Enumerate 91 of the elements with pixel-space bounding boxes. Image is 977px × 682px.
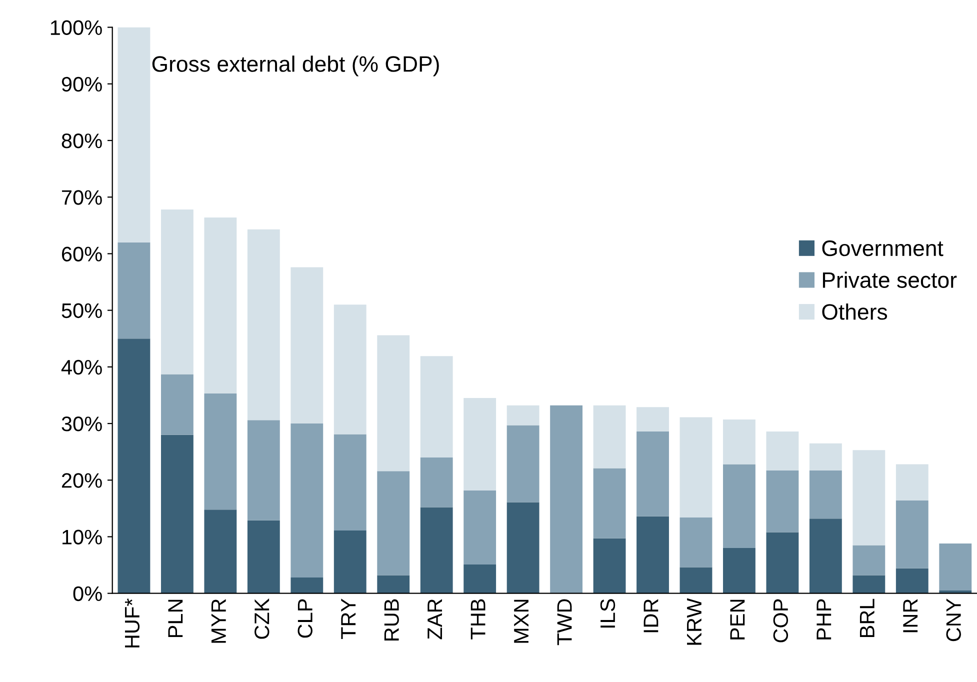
- bar: [290, 577, 324, 594]
- bar: [118, 242, 150, 339]
- bar: [464, 564, 496, 594]
- bar: [290, 424, 324, 578]
- bar: [204, 217, 237, 394]
- bar: [680, 567, 712, 594]
- x-tick-label: MXN: [514, 600, 528, 643]
- y-tick-label: 80%: [62, 133, 102, 148]
- bar: [334, 304, 366, 434]
- bar: [204, 394, 237, 510]
- bar: [464, 398, 496, 490]
- y-tick-label: 10%: [62, 530, 102, 544]
- y-tick-label: 50%: [62, 303, 102, 318]
- x-tick-label: ILS: [600, 599, 616, 628]
- bar: [636, 516, 669, 594]
- x-tick-label: THB: [470, 599, 486, 640]
- bar: [896, 464, 928, 501]
- bar: [852, 545, 886, 576]
- bar: [593, 468, 626, 538]
- legend-label: Private sector: [822, 272, 957, 288]
- y-tick-label: 70%: [62, 190, 102, 205]
- bar: [247, 520, 280, 594]
- bar: [247, 420, 280, 520]
- bar: [420, 356, 453, 458]
- bar: [118, 27, 150, 242]
- x-tick-label: CZK: [254, 598, 270, 639]
- bar: [680, 517, 712, 568]
- bar: [939, 544, 972, 591]
- bar: [118, 338, 150, 594]
- bar: [636, 407, 669, 432]
- bar: [809, 443, 842, 471]
- bar: [506, 425, 540, 502]
- bar: [290, 267, 324, 424]
- bar: [636, 431, 669, 516]
- bar: [766, 431, 799, 471]
- x-tick-label: CNY: [946, 598, 961, 642]
- bar: [160, 210, 194, 374]
- bar: [334, 434, 366, 531]
- y-tick-label: 60%: [62, 246, 102, 262]
- bar: [247, 229, 280, 420]
- bar: [550, 405, 583, 594]
- bar: [420, 457, 453, 508]
- text: Gross external debt (% GDP): [152, 56, 439, 76]
- bar: [506, 502, 540, 594]
- bar: [852, 575, 886, 594]
- x-tick-label: PEN: [730, 600, 745, 640]
- bar: [809, 518, 842, 594]
- bar: [593, 538, 626, 594]
- x-tick-label: RUB: [384, 599, 399, 640]
- legend-label: Others: [822, 303, 888, 320]
- bar: [680, 417, 712, 518]
- bar: [377, 471, 410, 576]
- bar: [160, 434, 194, 594]
- x-tick-label: ZAR: [428, 599, 442, 640]
- x-tick-label: TWD: [557, 599, 572, 646]
- x-tick-label: BRL: [860, 598, 874, 638]
- bar: [766, 470, 799, 532]
- bar: [766, 532, 799, 594]
- x-tick-label: KRW: [687, 598, 702, 645]
- y-tick-label: 90%: [62, 76, 102, 92]
- bar: [464, 490, 496, 564]
- bar: [204, 510, 237, 594]
- x-tick-label: COP: [773, 599, 788, 642]
- legend-label: Government: [822, 240, 944, 256]
- bar: [377, 575, 410, 594]
- bar: [160, 374, 194, 435]
- bar: [896, 568, 928, 594]
- bar: [593, 405, 626, 468]
- bar: [723, 420, 756, 464]
- y-tick-label: 40%: [61, 360, 102, 375]
- bar: [809, 470, 842, 519]
- bar: [852, 450, 886, 546]
- y-tick-label: 100%: [50, 20, 102, 36]
- bar: [334, 530, 366, 594]
- y-tick-label: 30%: [62, 416, 102, 432]
- y-tick-label: 20%: [62, 473, 102, 488]
- bar: [377, 335, 410, 472]
- bar: [723, 548, 756, 594]
- x-tick-label: MYR: [211, 599, 226, 643]
- x-tick-label: HUF*: [125, 598, 140, 648]
- x-tick-label: PHP: [816, 599, 832, 640]
- x-tick-label: TRY: [341, 598, 356, 640]
- bar: [723, 464, 756, 548]
- bar: [420, 507, 453, 594]
- x-tick-label: CLP: [298, 599, 312, 638]
- y-tick-label: 0%: [73, 586, 102, 602]
- bar: [896, 500, 928, 568]
- x-tick-label: INR: [903, 599, 918, 632]
- x-tick-label: PLN: [168, 600, 183, 638]
- x-tick-label: IDR: [644, 599, 658, 632]
- bar: [506, 405, 540, 426]
